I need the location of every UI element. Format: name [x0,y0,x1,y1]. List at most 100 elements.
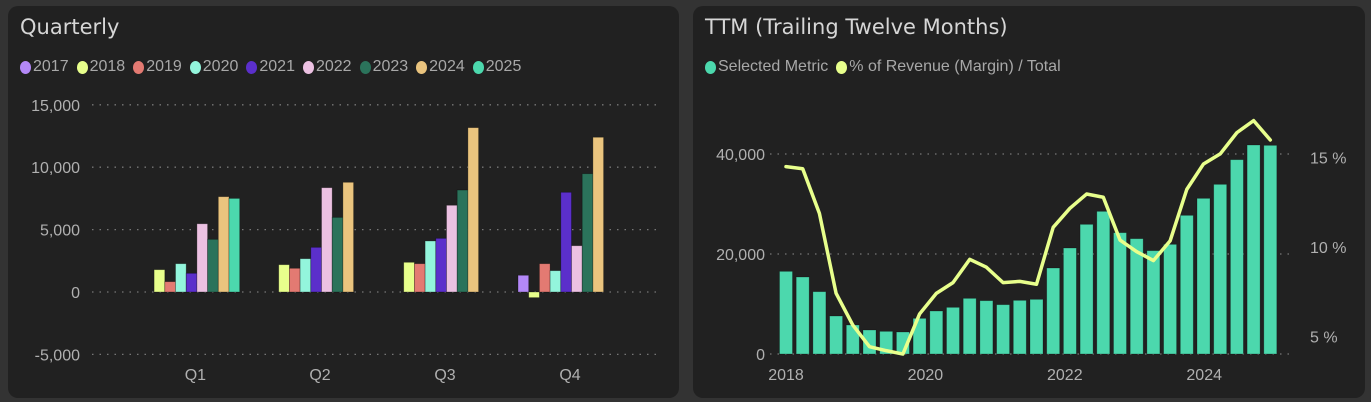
legend-item[interactable]: 2017 [20,58,69,76]
bar [310,246,322,293]
bar [446,204,458,293]
legend-item[interactable]: 2021 [246,58,295,76]
y2-tick-label: 10 % [1310,240,1346,257]
legend-item[interactable]: 2020 [189,58,239,76]
ttm-bar [812,291,827,355]
legend-label: 2017 [33,58,69,75]
ttm-bar [795,276,810,355]
legend-marker-icon [359,60,371,74]
bar [342,181,354,293]
ttm-bar [1096,210,1111,355]
legend-item[interactable]: % of Revenue (Margin) / Total [836,58,1061,76]
x-tick-label: Q3 [434,367,455,384]
bar [321,187,333,293]
bar [288,267,301,293]
bar [435,237,447,293]
ttm-bar [996,304,1010,355]
ttm-bar [962,297,977,355]
ttm-bar [1230,159,1244,355]
legend-marker-icon [705,60,716,74]
x-tick-label: 2022 [1047,367,1083,384]
bar [403,261,415,293]
ttm-bar [1012,299,1027,355]
y-tick-label: 10,000 [31,160,80,177]
ttm-bar [829,315,843,355]
legend-item[interactable]: 2025 [472,58,522,76]
bar [153,269,166,293]
ttm-bar [929,310,944,355]
ttm-bar [1179,214,1194,355]
bar [228,197,241,293]
x-tick-label: 2024 [1186,367,1222,384]
x-tick-label: Q2 [309,367,330,384]
ttm-bar [1163,243,1177,355]
bar [467,127,479,293]
bar [424,240,437,293]
legend-item[interactable]: 2018 [76,58,126,76]
bar [528,291,540,299]
x-tick-label: 2020 [908,367,944,384]
bar [456,189,469,293]
ttm-bar [1146,250,1161,355]
y-tick-label: 15,000 [31,98,80,115]
legend-marker-icon [76,60,88,74]
y-tick-label: 20,000 [716,247,765,264]
ttm-bar [979,300,994,355]
y2-tick-label: 5 % [1310,330,1338,347]
legend-label: 2018 [89,58,126,75]
bar [539,263,551,293]
legend: Selected Metric % of Revenue (Margin) / T… [705,58,1061,76]
bar [299,258,312,293]
ttm-bar [1196,197,1211,355]
y2-tick-label: 15 % [1310,151,1346,168]
x-tick-label: 2018 [768,367,804,384]
legend-marker-icon [836,60,848,74]
ttm-bar [1063,247,1077,355]
bar [278,264,290,293]
ttm-bar [779,270,793,355]
legend-label: 2024 [429,58,465,75]
bar [164,281,176,293]
bar [549,270,562,293]
legend-item[interactable]: 2024 [416,58,465,76]
legend: 2017 2018 2019 2020 2021 2022 2023 2024 2025 [20,58,521,76]
legend-label: 2023 [372,58,409,75]
legend-marker-icon [20,60,31,74]
legend-item[interactable]: 2023 [359,58,409,76]
ttm-bar [1213,183,1228,355]
bar [560,191,572,293]
bar [592,136,605,293]
y-tick-label: -5,000 [35,347,80,364]
chart-title: TTM (Trailing Twelve Months) [705,15,1008,39]
chart-title: Quarterly [20,15,120,39]
ttm-bar [1046,267,1061,355]
legend-label: 2025 [485,58,522,75]
legend-item[interactable]: 2022 [302,58,352,76]
legend-marker-icon [302,60,314,74]
bar [581,173,594,293]
legend-label: 2020 [202,58,239,75]
legend-label: 2019 [146,58,182,75]
legend-marker-icon [133,60,145,74]
y-tick-label: 0 [71,285,80,302]
legend-label: Selected Metric [718,58,829,75]
ttm-bar [1129,238,1144,355]
bar [175,263,187,293]
ttm-bar [1029,298,1044,355]
legend-item[interactable]: 2019 [133,58,182,76]
x-tick-label: Q1 [185,367,206,384]
legend-label: 2022 [315,58,352,75]
legend-item[interactable]: Selected Metric [705,58,828,76]
bar [571,245,583,293]
ttm-bar [1113,232,1127,355]
bar [517,274,530,293]
y-tick-label: 0 [756,347,765,364]
margin-line [784,118,1273,356]
ttm-bar [1246,144,1261,355]
ttm-bar [946,306,960,355]
legend-marker-icon [472,60,484,74]
ttm-bar [1263,144,1278,355]
bar [207,238,219,293]
y-tick-label: 5,000 [40,223,80,240]
